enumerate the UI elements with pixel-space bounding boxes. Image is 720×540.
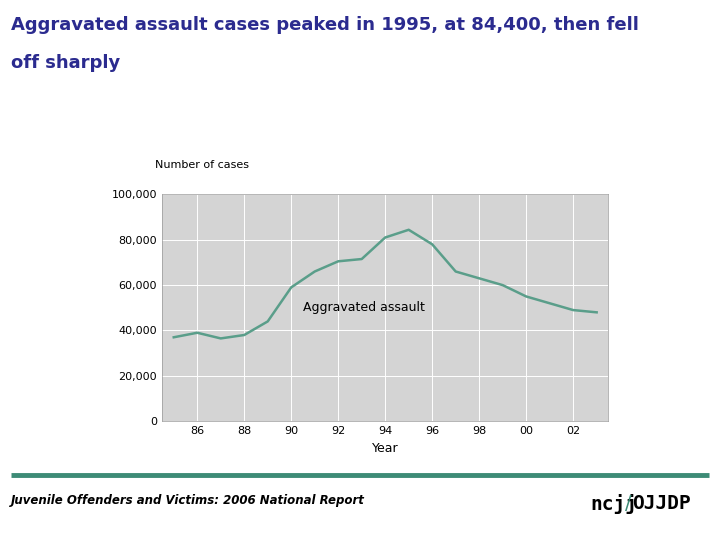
Text: Juvenile Offenders and Victims: 2006 National Report: Juvenile Offenders and Victims: 2006 Nat… bbox=[11, 494, 364, 507]
Text: Aggravated assault cases peaked in 1995, at 84,400, then fell: Aggravated assault cases peaked in 1995,… bbox=[11, 16, 639, 34]
Text: OJJDP: OJJDP bbox=[632, 494, 691, 513]
Text: off sharply: off sharply bbox=[11, 54, 120, 72]
X-axis label: Year: Year bbox=[372, 442, 398, 455]
Text: Aggravated assault: Aggravated assault bbox=[303, 301, 425, 314]
Text: Number of cases: Number of cases bbox=[155, 160, 249, 170]
Text: ncjj: ncjj bbox=[590, 494, 637, 514]
Text: /: / bbox=[625, 494, 631, 513]
